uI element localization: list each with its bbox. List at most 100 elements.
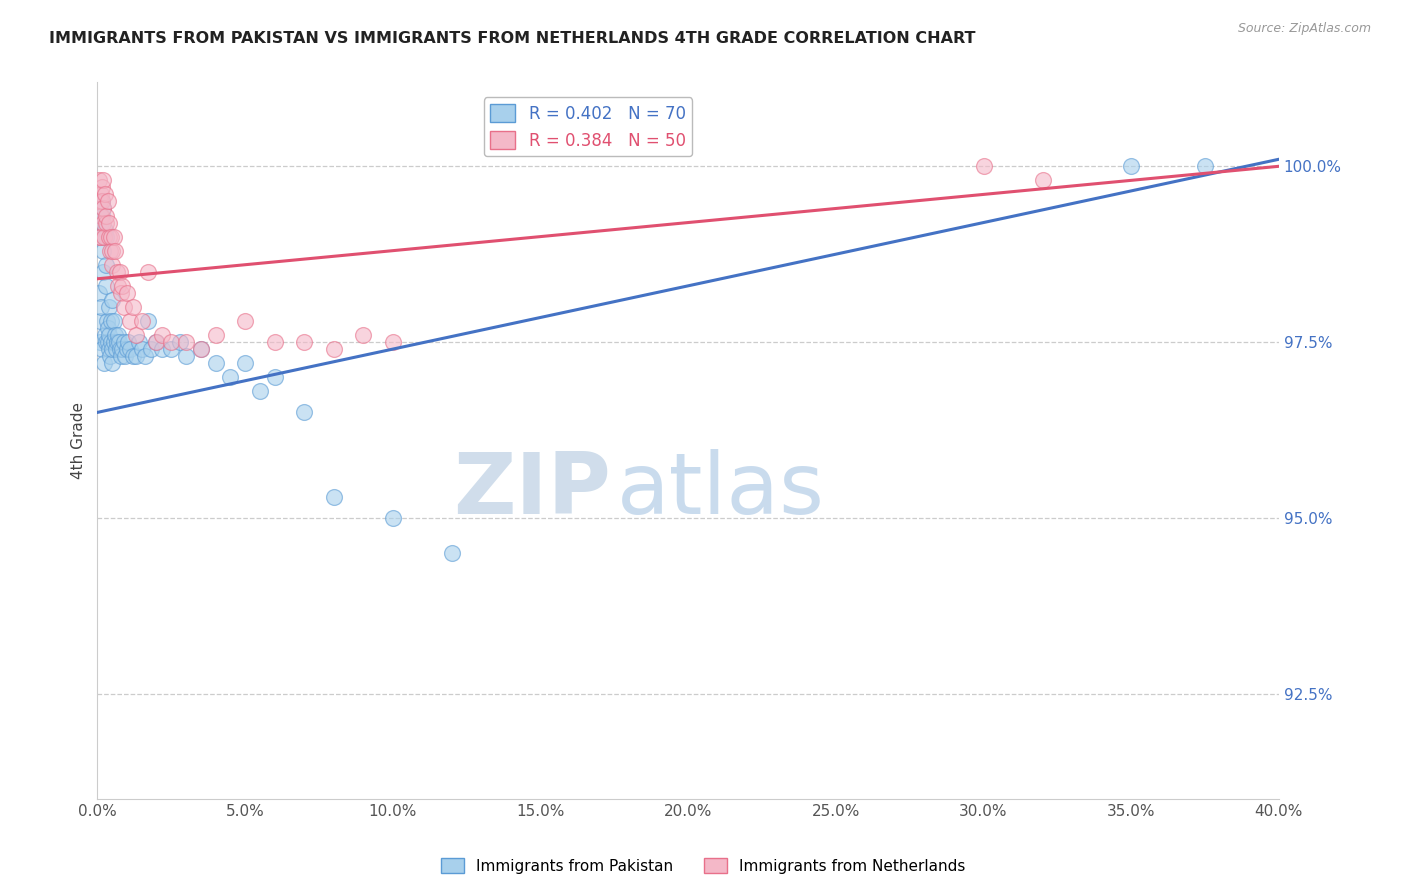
Point (111, 342, 134, 356)
Point (98, 244, 121, 258)
Point (87, 285, 110, 300)
Point (115, 285, 138, 300)
Point (104, 342, 127, 356)
Point (93, 222, 115, 236)
Point (139, 342, 162, 356)
Point (89, 335, 111, 350)
Point (97, 321, 120, 335)
Point (91, 244, 114, 258)
Legend: R = 0.402   N = 70, R = 0.384   N = 50: R = 0.402 N = 70, R = 0.384 N = 50 (484, 97, 693, 156)
Point (93, 229, 115, 244)
Point (108, 265, 131, 279)
Point (87, 173, 110, 187)
Point (103, 229, 125, 244)
Point (322, 490, 344, 504)
Point (91, 202, 114, 216)
Point (100, 314, 122, 328)
Point (89, 229, 111, 244)
Point (107, 278, 129, 293)
Point (131, 342, 153, 356)
Point (100, 229, 122, 244)
Point (103, 335, 125, 350)
Point (111, 278, 134, 293)
Point (1121, 159, 1143, 173)
Point (108, 342, 131, 356)
Point (174, 349, 197, 363)
Point (973, 159, 995, 173)
Point (115, 342, 138, 356)
Point (94, 215, 117, 229)
Legend: Immigrants from Pakistan, Immigrants from Netherlands: Immigrants from Pakistan, Immigrants fro… (434, 852, 972, 880)
Point (160, 335, 183, 350)
Point (101, 342, 124, 356)
Point (121, 300, 143, 314)
Point (90, 209, 112, 223)
Point (118, 314, 141, 328)
Point (136, 314, 159, 328)
Point (249, 384, 271, 399)
Point (100, 258, 122, 272)
Point (204, 328, 226, 343)
Point (125, 328, 148, 343)
Point (91, 215, 114, 229)
Point (381, 335, 404, 350)
Point (121, 349, 143, 363)
Point (110, 285, 132, 300)
Point (131, 314, 153, 328)
Point (94, 278, 117, 293)
Point (90, 215, 112, 229)
Point (233, 314, 256, 328)
Point (98, 300, 121, 314)
Point (101, 293, 124, 307)
Point (104, 328, 127, 343)
Point (90, 187, 112, 202)
Point (190, 342, 212, 356)
Point (125, 349, 148, 363)
Point (352, 328, 374, 343)
Point (98, 349, 121, 363)
Point (89, 229, 111, 244)
Point (322, 342, 344, 356)
Point (136, 265, 159, 279)
Point (150, 342, 173, 356)
Point (105, 335, 128, 350)
Point (96, 258, 118, 272)
Point (118, 342, 141, 356)
Point (90, 342, 112, 356)
Point (114, 349, 136, 363)
Point (292, 335, 315, 350)
Text: atlas: atlas (617, 450, 825, 533)
Point (440, 546, 463, 560)
Point (150, 328, 173, 343)
Point (97, 342, 120, 356)
Point (204, 356, 226, 370)
Point (93, 356, 115, 370)
Point (98, 328, 121, 343)
Point (97, 194, 120, 209)
Text: ZIP: ZIP (454, 450, 612, 533)
Point (233, 356, 256, 370)
Text: Source: ZipAtlas.com: Source: ZipAtlas.com (1237, 22, 1371, 36)
Point (112, 300, 135, 314)
Point (145, 335, 167, 350)
Point (90, 209, 112, 223)
Point (90, 300, 112, 314)
Point (89, 314, 111, 328)
Point (96, 229, 118, 244)
Point (98, 215, 121, 229)
Point (93, 328, 115, 343)
Point (91, 173, 114, 187)
Point (112, 335, 135, 350)
Point (89, 194, 111, 209)
Point (93, 187, 115, 202)
Point (174, 335, 197, 350)
Point (117, 335, 139, 350)
Point (105, 265, 128, 279)
Point (100, 356, 122, 370)
Point (169, 335, 191, 350)
Point (96, 335, 118, 350)
Point (97, 229, 120, 244)
Point (104, 244, 127, 258)
Point (292, 405, 315, 419)
Point (91, 265, 114, 279)
